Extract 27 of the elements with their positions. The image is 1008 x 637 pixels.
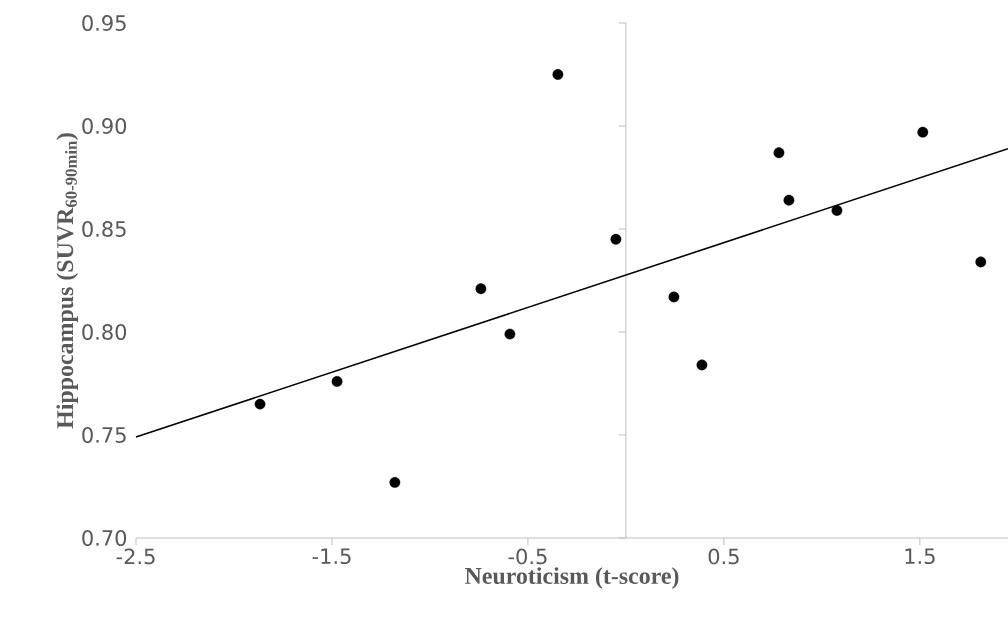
y-tick-label: 0.75 [82, 427, 126, 443]
point [696, 359, 708, 371]
y-tick-label: 0.70 [82, 530, 127, 546]
point [552, 69, 564, 80]
point [254, 398, 266, 410]
point [773, 147, 785, 159]
point [389, 477, 401, 488]
x-tick-label: 0.5 [708, 548, 739, 565]
point [831, 205, 843, 216]
y-tick-label: 0.90 [82, 118, 127, 134]
x-tick-label: -0.5 [508, 548, 547, 565]
x-tick-label: 1.5 [905, 548, 935, 565]
point [668, 291, 680, 303]
point [610, 233, 622, 245]
y-tick-label: 0.80 [82, 324, 127, 340]
point [331, 376, 343, 387]
x-tick-label: -1.5 [312, 548, 351, 565]
point [475, 283, 487, 295]
point [783, 194, 795, 206]
point [917, 126, 929, 138]
point [975, 256, 987, 268]
y-tick-label: 0.95 [82, 15, 126, 31]
y-tick-label: 0.85 [82, 221, 126, 237]
x-axis-title: Neuroticism (t-score) [465, 567, 679, 589]
y-axis-title: Hippocampus (SUVR$_{60-90min}$) [56, 133, 79, 429]
point [504, 328, 516, 340]
x-tick-label: -2.5 [116, 548, 155, 565]
